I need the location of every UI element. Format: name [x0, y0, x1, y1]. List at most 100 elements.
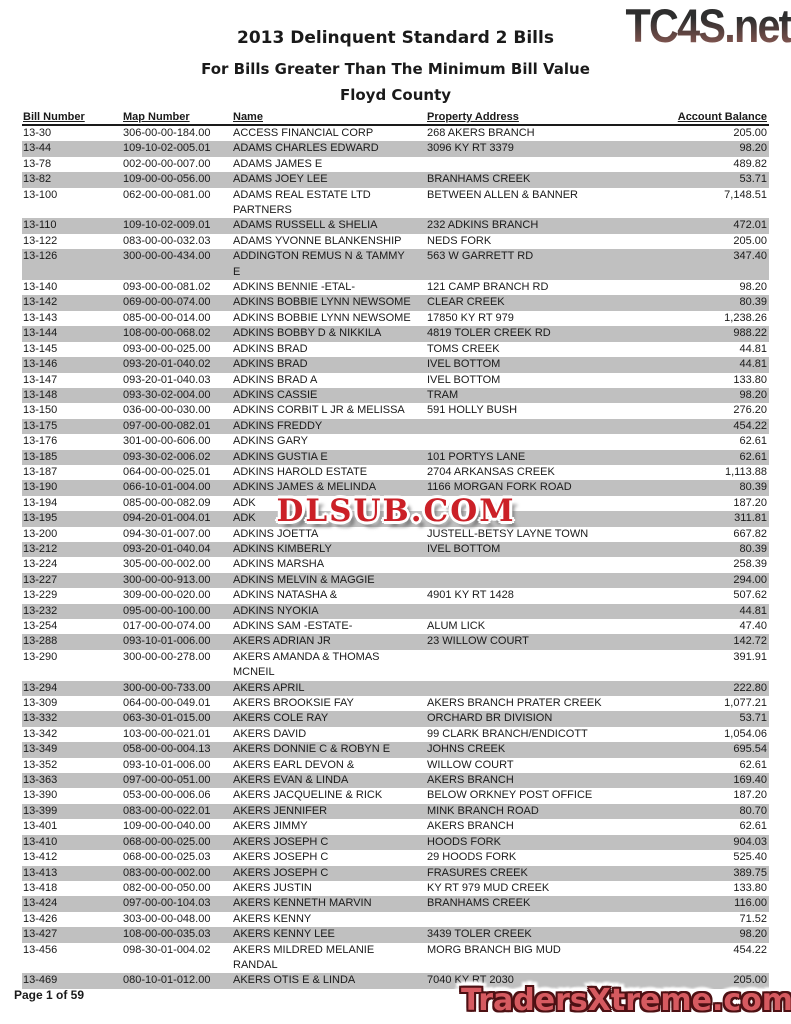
bill-number-cell: 13-412: [23, 851, 58, 864]
table-row: 13-469 080-10-01-012.00 AKERS OTIS E & L…: [22, 973, 769, 989]
bill-number-cell: 13-185: [23, 450, 58, 463]
name-cell: AKERS KENNETH MARVIN: [233, 897, 372, 910]
table-row: 13-401 109-00-00-040.00 AKERS JIMMY AKER…: [22, 819, 769, 834]
table-row: 13-195 094-20-01-004.01 ADK 311.81: [22, 511, 769, 527]
account-balance-cell: 169.40: [733, 774, 767, 787]
name-cell: AKERS JENNIFER: [233, 804, 328, 817]
map-number-cell: 095-00-00-100.00: [123, 604, 211, 617]
property-address-cell: 563 W GARRETT RD: [427, 250, 534, 263]
account-balance-cell: 472.01: [733, 219, 767, 232]
name-cell: AKERS APRIL: [233, 681, 305, 694]
account-balance-cell: 133.80: [733, 373, 767, 386]
bill-number-cell: 13-212: [23, 542, 58, 555]
table-row: 13-44 109-10-02-005.01 ADAMS CHARLES EDW…: [22, 141, 769, 157]
property-address-cell: AKERS BRANCH: [427, 820, 514, 833]
table-row: 13-294 300-00-00-733.00 AKERS APRIL 222.…: [22, 680, 769, 697]
table-row: 13-146 093-20-01-040.02 ADKINS BRAD IVEL…: [22, 357, 769, 373]
map-number-cell: 069-00-00-074.00: [123, 296, 211, 309]
bill-number-cell: 13-82: [23, 173, 52, 186]
account-balance-cell: 904.03: [733, 835, 767, 848]
name-cell: AKERS KENNY LEE: [233, 928, 335, 941]
table-row: 13-413 083-00-00-002.00 AKERS JOSEPH C F…: [22, 865, 769, 881]
map-number-cell: 083-00-00-022.01: [123, 804, 211, 817]
name-cell: AKERS JACQUELINE & RICK: [233, 789, 383, 802]
account-balance-cell: 71.52: [739, 912, 767, 925]
account-balance-cell: 347.40: [733, 250, 767, 263]
name-cell: AKERS COLE RAY: [233, 712, 329, 725]
map-number-cell: 301-00-00-606.00: [123, 435, 211, 448]
bill-number-cell: 13-309: [23, 697, 58, 710]
map-number-cell: 093-00-00-025.00: [123, 342, 211, 355]
table-row: 13-424 097-00-00-104.03 AKERS KENNETH MA…: [22, 896, 769, 912]
account-balance-cell: 205.00: [733, 234, 767, 247]
account-balance-cell: 7,148.51: [724, 188, 767, 201]
property-address-cell: MINK BRANCH ROAD: [427, 804, 539, 817]
map-number-cell: 064-00-00-049.01: [123, 697, 211, 710]
bill-number-cell: 13-224: [23, 558, 58, 571]
map-number-cell: 309-00-00-020.00: [123, 589, 211, 602]
table-row: 13-110 109-10-02-009.01 ADAMS RUSSELL & …: [22, 218, 769, 234]
name-cell: ADKINS FREDDY: [233, 419, 323, 432]
map-number-cell: 109-00-00-056.00: [123, 173, 211, 186]
account-balance-cell: 44.81: [739, 604, 767, 617]
property-address-cell: FRASURES CREEK: [427, 866, 528, 879]
account-balance-cell: 389.75: [733, 866, 767, 879]
bill-number-cell: 13-288: [23, 635, 58, 648]
table-row: 13-150 036-00-00-030.00 ADKINS CORBIT L …: [22, 403, 769, 418]
bill-number-cell: 13-78: [23, 157, 52, 170]
map-number-cell: 108-00-00-068.02: [123, 327, 211, 340]
map-number-cell: 097-00-00-104.03: [123, 897, 211, 910]
property-address-cell: 232 ADKINS BRANCH: [427, 219, 539, 232]
property-address-cell: MORG BRANCH BIG MUD: [427, 943, 561, 956]
table-row: 13-427 108-00-00-035.03 AKERS KENNY LEE …: [22, 927, 769, 943]
account-balance-cell: 695.54: [733, 743, 767, 756]
bill-number-cell: 13-349: [23, 743, 58, 756]
table-row: 13-148 093-30-02-004.00 ADKINS CASSIE TR…: [22, 387, 769, 404]
account-balance-cell: 53.71: [739, 173, 767, 186]
table-row: 13-126 300-00-00-434.00 ADDINGTON REMUS …: [22, 249, 769, 281]
name-cell: ADKINS BRAD: [233, 358, 308, 371]
table-row: 13-418 082-00-00-050.00 AKERS JUSTIN KY …: [22, 881, 769, 896]
bill-number-cell: 13-144: [23, 327, 58, 340]
account-balance-cell: 116.00: [734, 897, 767, 910]
name-cell: AKERS EARL DEVON &: [233, 758, 355, 771]
map-number-cell: 094-30-01-007.00: [123, 527, 211, 540]
table-header-row: Bill Number Map Number Name Property Add…: [22, 110, 769, 126]
property-address-cell: NEDS FORK: [427, 234, 492, 247]
map-number-cell: 062-00-00-081.00: [123, 188, 211, 201]
table-row: 13-82 109-00-00-056.00 ADAMS JOEY LEE BR…: [22, 172, 769, 188]
account-balance-cell: 1,113.88: [724, 465, 767, 478]
bill-number-cell: 13-469: [23, 974, 58, 987]
map-number-cell: 002-00-00-007.00: [123, 157, 211, 170]
table-row: 13-410 068-00-00-025.00 AKERS JOSEPH C H…: [22, 834, 769, 851]
property-address-cell: 1166 MORGAN FORK ROAD: [427, 481, 572, 494]
property-address-cell: IVEL BOTTOM: [427, 373, 501, 386]
map-number-cell: 109-10-02-005.01: [123, 142, 211, 155]
bill-number-cell: 13-232: [23, 604, 58, 617]
property-address-cell: 17850 KY RT 979: [427, 311, 514, 324]
name-cell: ADKINS JAMES & MELINDA: [233, 481, 377, 494]
table-row: 13-456 098-30-01-004.02 AKERS MILDRED ME…: [22, 943, 769, 974]
bill-number-cell: 13-363: [23, 774, 58, 787]
name-cell: ADAMS JOEY LEE: [233, 173, 328, 186]
table-row: 13-143 085-00-00-014.00 ADKINS BOBBIE LY…: [22, 311, 769, 326]
property-address-cell: BRANHAMS CREEK: [427, 897, 531, 910]
table-row: 13-363 097-00-00-051.00 AKERS EVAN & LIN…: [22, 773, 769, 789]
table-row: 13-100 062-00-00-081.00 ADAMS REAL ESTAT…: [22, 188, 769, 219]
account-balance-cell: 391.91: [733, 650, 767, 663]
bill-number-cell: 13-390: [23, 789, 58, 802]
name-cell: ADAMS REAL ESTATE LTD PARTNERS: [233, 188, 371, 217]
bill-number-cell: 13-175: [23, 419, 58, 432]
table-row: 13-352 093-10-01-006.00 AKERS EARL DEVON…: [22, 758, 769, 773]
bill-number-cell: 13-424: [23, 897, 58, 910]
name-cell: ADKINS MARSHA: [233, 558, 325, 571]
name-cell: ADAMS RUSSELL & SHELIA: [233, 219, 378, 232]
name-cell: ADKINS GUSTIA E: [233, 450, 328, 463]
map-number-cell: 083-00-00-002.00: [123, 866, 211, 879]
bill-number-cell: 13-426: [23, 912, 58, 925]
table-row: 13-78 002-00-00-007.00 ADAMS JAMES E 489…: [22, 157, 769, 172]
name-cell: ADKINS CASSIE: [233, 388, 318, 401]
map-number-cell: 058-00-00-004.13: [123, 743, 211, 756]
account-balance-cell: 98.20: [739, 142, 767, 155]
name-cell: ADKINS CORBIT L JR & MELISSA: [233, 404, 405, 417]
